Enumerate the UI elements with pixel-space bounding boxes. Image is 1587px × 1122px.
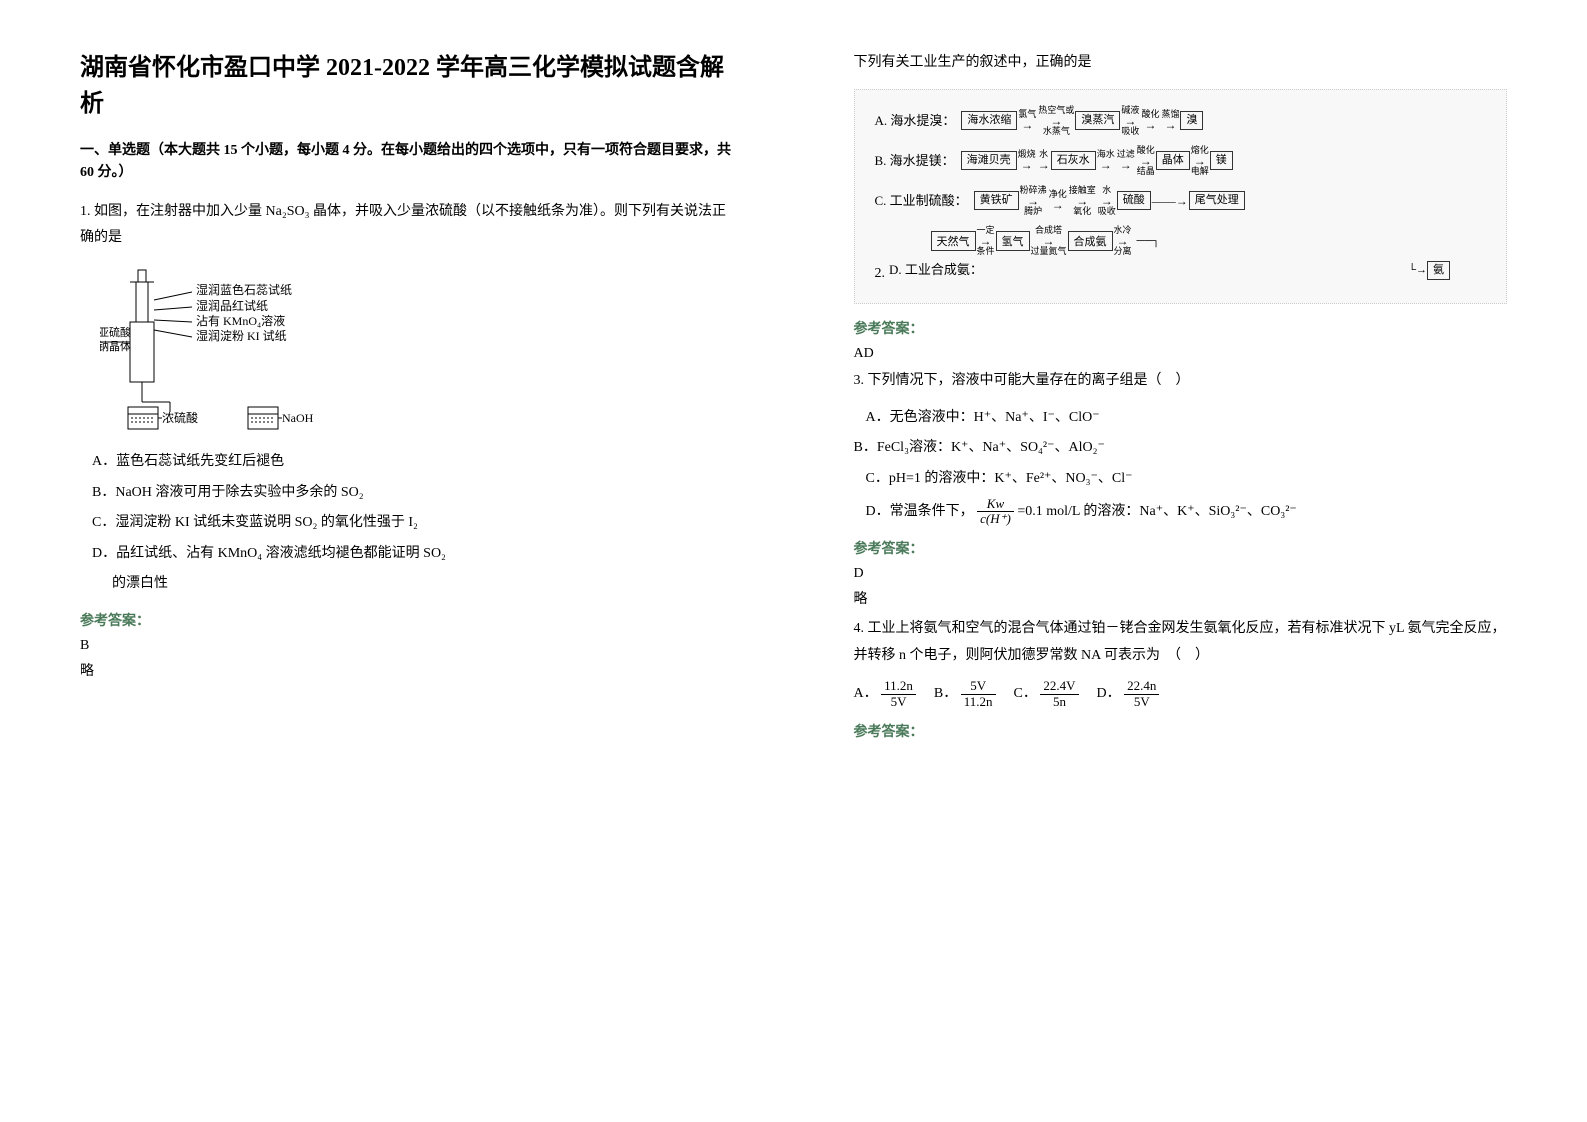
q3-d-pre: D．常温条件下， [866,504,974,519]
q1-option-d: D．品红试纸、沾有 KMnO₄ 溶液滤纸均褪色都能证明 SO₂ [92,541,734,568]
right-column: 下列有关工业生产的叙述中，正确的是 A. 海水提溴： 海水浓缩 氯气→ 热空气或… [794,0,1587,1122]
flow-d-arrow-2: 水冷→分离 [1114,226,1132,256]
q1-stem: 1. 如图，在注射器中加入少量 Na₂SO₃ 晶体，并吸入少量浓硫酸（以不接触纸… [80,199,734,252]
flow-c-arrow-end: ——→ [1152,195,1188,207]
q3-option-a: A．无色溶液中：H⁺、Na⁺、I⁻、ClO⁻ [866,405,1508,432]
q3-d-frac-den: c(H⁺) [977,512,1014,526]
flow-c-box-2: 尾气处理 [1189,191,1245,210]
q2-flowcharts: A. 海水提溴： 海水浓缩 氯气→ 热空气或→水蒸气 溴蒸汽 碱液→吸收 酸化→… [854,89,1508,305]
flow-b-arrow-0: 煅烧→ [1018,150,1036,171]
q1-answer: B [80,638,734,654]
flow-b-box-2: 晶体 [1156,151,1190,170]
flow-a-arrow-1: 热空气或→水蒸气 [1038,106,1074,136]
q3-stem: 3. 下列情况下，溶液中可能大量存在的离子组是（ ） [854,368,1508,395]
flow-b-arrow-5: 熔化→电解 [1191,146,1209,176]
apparatus-svg: 湿润蓝色石蕊试纸 湿润品红试纸 沾有 KMnO₄溶液 湿润淀粉 KI 试纸 亚硫… [100,262,380,432]
flow-a-arrow-4: 酸化→ [1141,110,1159,131]
q4-opt-d: D． 22.4n5V [1097,679,1160,709]
flow-c-arrow-1: 净化→ [1049,190,1067,211]
flow-b: B. 海水提镁： 海滩贝壳 煅烧→ 水→ 石灰水 海水→ 过滤→ 酸化→结晶 晶… [875,146,1501,176]
flow-a-box-2: 溴 [1180,111,1203,130]
flow-a-arrow-5: 蒸馏→ [1161,110,1179,131]
q3-option-c: C．pH=1 的溶液中：K⁺、Fe²⁺、NO₃⁻、Cl⁻ [866,466,1508,493]
flow-a-label: A. 海水提溴： [875,112,956,130]
flow-a-box-0: 海水浓缩 [961,111,1017,130]
q4-options: A． 11.2n5V B． 5V11.2n C． 22.4V5n D． 22.4… [854,679,1508,709]
flow-c-label: C. 工业制硫酸： [875,192,968,210]
flow-c-arrow-3: 水→吸收 [1098,186,1116,216]
flow-b-box-3: 镁 [1210,151,1233,170]
flow-c-box-0: 黄铁矿 [974,191,1019,210]
q3-note: 略 [854,588,1508,608]
q2-intro: 下列有关工业生产的叙述中，正确的是 [854,50,1508,77]
q4-stem: 4. 工业上将氨气和空气的混合气体通过铂－铑合金网发生氨氧化反应，若有标准状况下… [854,616,1508,669]
q1-option-c: C．湿润淀粉 KI 试纸未变蓝说明 SO₂ 的氧化性强于 I₂ [92,510,734,537]
flow-b-arrow-3: 过滤→ [1117,150,1135,171]
diagram-syringe-label-2: 钠晶体 [100,339,131,353]
q3-answer-label: 参考答案： [854,538,1508,558]
flow-d-box-1: 氢气 [996,231,1030,251]
q1-diagram: 湿润蓝色石蕊试纸 湿润品红试纸 沾有 KMnO₄溶液 湿润淀粉 KI 试纸 亚硫… [100,262,734,437]
flow-c-arrow-0: 粉碎沸→腾炉 [1020,186,1047,216]
q1-note: 略 [80,660,734,680]
section-heading: 一、单选题（本大题共 15 个小题，每小题 4 分。在每小题给出的四个选项中，只… [80,140,734,185]
flow-a-arrow-0: 氯气→ [1018,110,1036,131]
flow-b-box-0: 海滩贝壳 [961,151,1017,170]
diagram-left-beaker: 浓硫酸 [162,410,198,425]
q1-option-b: B．NaOH 溶液可用于除去实验中多余的 SO₂ [92,480,734,507]
flow-a-arrow-3: 碱液→吸收 [1121,106,1139,136]
q3-option-b: B．FeCl₃溶液：K⁺、Na⁺、SO₄²⁻、AlO₂⁻ [854,435,1508,462]
flow-b-arrow-2: 海水→ [1097,150,1115,171]
diagram-label-1: 湿润蓝色石蕊试纸 [196,282,292,297]
left-column: 湖南省怀化市盈口中学 2021-2022 学年高三化学模拟试题含解析 一、单选题… [0,0,794,1122]
flow-c-box-1: 硫酸 [1117,191,1151,210]
flow-a-box-1: 溴蒸汽 [1075,111,1120,130]
flow-d-arrow-1: 合成塔→过量氮气 [1031,226,1067,256]
flow-a: A. 海水提溴： 海水浓缩 氯气→ 热空气或→水蒸气 溴蒸汽 碱液→吸收 酸化→… [875,106,1501,136]
flow-b-arrow-1: 水→ [1038,150,1050,171]
flow-c: C. 工业制硫酸： 黄铁矿 粉碎沸→腾炉 净化→ 接触室→氧化 水→吸收 硫酸 … [875,186,1501,216]
page-title: 湖南省怀化市盈口中学 2021-2022 学年高三化学模拟试题含解析 [80,50,734,122]
q3-d-post: =0.1 mol/L 的溶液：Na⁺、K⁺、SiO₃²⁻、CO₃²⁻ [1017,504,1296,519]
diagram-label-2: 湿润品红试纸 [196,298,268,313]
q3-d-frac-num: Kw [977,497,1014,512]
diagram-right-beaker: NaOH [282,411,314,425]
flow-d-label: D. 工业合成氨： [889,261,983,279]
flow-d-box-0: 天然气 [931,231,976,251]
q3-option-d: D．常温条件下， Kw c(H⁺) =0.1 mol/L 的溶液：Na⁺、K⁺、… [866,497,1508,527]
diagram-syringe-label-1: 亚硫酸 [100,325,131,339]
flow-b-arrow-4: 酸化→结晶 [1137,146,1155,176]
q3-d-fraction: Kw c(H⁺) [977,497,1014,527]
q1-option-d-cont: 的漂白性 [112,571,734,598]
diagram-label-4: 湿润淀粉 KI 试纸 [196,328,287,343]
flow-d-box-2: 合成氨 [1068,231,1113,251]
flow-b-box-1: 石灰水 [1051,151,1096,170]
q4-opt-a: A． 11.2n5V [854,679,916,709]
q4-opt-c: C． 22.4V5n [1014,679,1079,709]
flow-d: 天然气 一定→条件 氢气 合成塔→过量氮气 合成氨 水冷→分离 ──┐ 2. D… [861,226,1501,284]
flow-b-label: B. 海水提镁： [875,152,955,170]
q4-answer-label: 参考答案： [854,721,1508,741]
q2-answer: AD [854,346,1508,362]
flow-c-arrow-2: 接触室→氧化 [1069,186,1096,216]
q1-option-a: A．蓝色石蕊试纸先变红后褪色 [92,449,734,476]
q3-answer: D [854,566,1508,582]
flow-d-box-end: 氨 [1427,261,1450,280]
diagram-label-3: 沾有 KMnO₄溶液 [196,313,285,328]
q2-prefix: 2. [875,264,886,284]
q1-answer-label: 参考答案： [80,610,734,630]
flow-d-arrow-0: 一定→条件 [977,226,995,256]
q4-opt-b: B． 5V11.2n [934,679,996,709]
q2-answer-label: 参考答案： [854,318,1508,338]
